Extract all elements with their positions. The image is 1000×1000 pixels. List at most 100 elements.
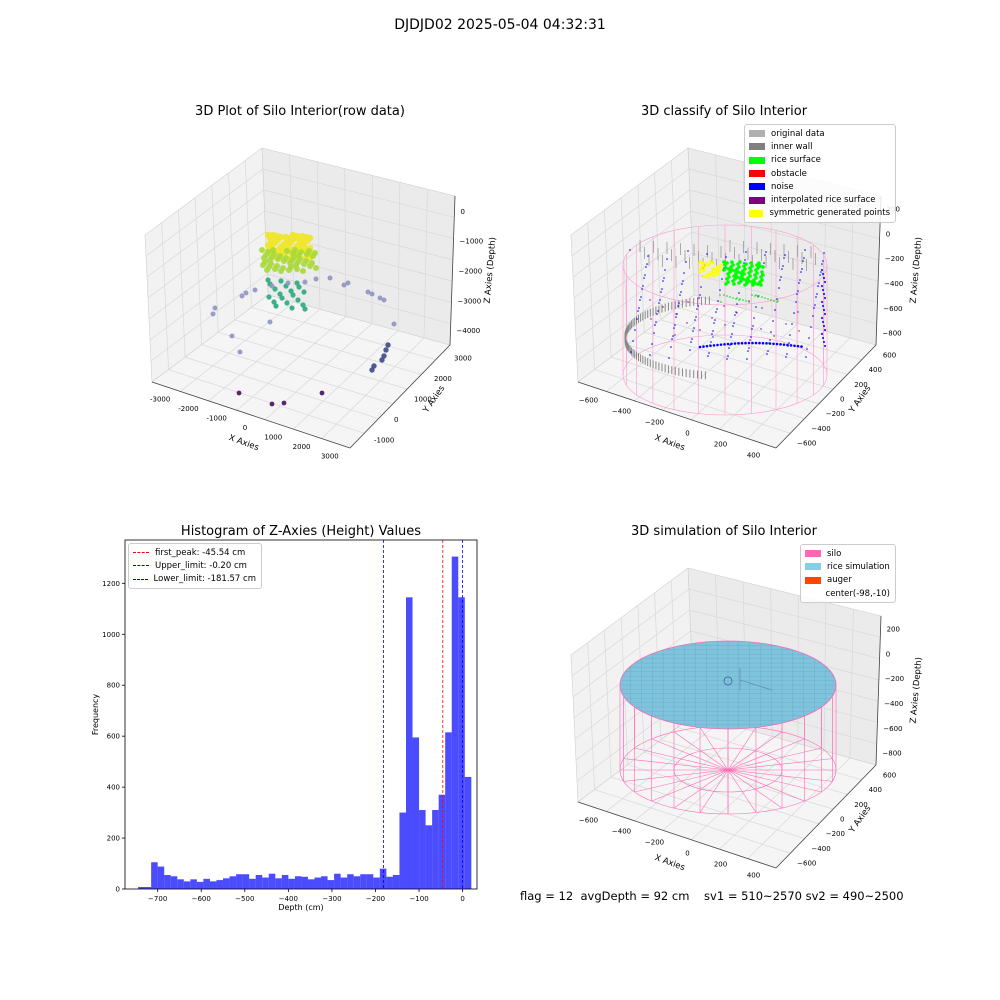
symmetric-point: [699, 267, 703, 271]
y-tick-label: 3000: [454, 354, 472, 362]
noise-point: [692, 330, 694, 332]
legend-item: inner wall: [749, 140, 890, 153]
noise-point: [824, 313, 826, 315]
data-point: [275, 256, 281, 262]
noise-point: [767, 350, 769, 352]
data-point: [281, 258, 287, 264]
noise-point: [734, 314, 736, 316]
noise-point: [804, 249, 806, 251]
histogram-bar: [294, 876, 302, 889]
symmetric-point: [709, 273, 713, 277]
noise-point: [776, 298, 778, 300]
data-point: [210, 311, 216, 317]
legend-swatch: [805, 590, 820, 597]
legend-label: inner wall: [771, 141, 813, 152]
noise-point: [632, 340, 634, 342]
grid-lines: [145, 154, 455, 439]
data-point: [288, 288, 294, 294]
noise-point: [725, 256, 727, 258]
rice-point: [754, 295, 756, 297]
noise-point: [689, 349, 691, 351]
z-tick-label: −4000: [457, 327, 481, 335]
noise-point: [671, 338, 673, 340]
interp-point: [761, 307, 763, 309]
legend-item: obstacle: [749, 167, 890, 180]
data-point: [290, 250, 296, 256]
interp-point: [687, 301, 689, 303]
noise-point: [696, 308, 698, 310]
histogram-bar: [373, 877, 380, 889]
rice-point: [730, 260, 734, 264]
noise-point: [697, 305, 699, 307]
axis-lines: [577, 615, 882, 869]
noise-point: [679, 294, 681, 296]
data-point: [377, 295, 383, 301]
classify-legend: original data inner wall rice surface obsta…: [744, 124, 896, 224]
z-tick-label: −400: [884, 700, 903, 708]
noise-point: [675, 316, 677, 318]
legend-swatch: [805, 576, 821, 584]
noise-point: [642, 285, 644, 287]
data-point: [296, 252, 302, 258]
rice-point: [767, 298, 769, 300]
noise-point: [789, 334, 791, 336]
y-tick-label: 600: [107, 733, 120, 741]
noise-point: [711, 333, 713, 335]
x-tick-label: -2000: [178, 405, 198, 413]
noise-point: [783, 257, 785, 259]
legend-label: noise: [771, 181, 794, 192]
legend-label: Lower_limit: -181.57 cm: [153, 574, 256, 585]
data-point: [267, 257, 273, 263]
histogram-bar: [327, 880, 335, 889]
z-tick-label: 0: [461, 208, 465, 216]
rice-point: [759, 283, 763, 287]
rice-point: [727, 275, 731, 279]
rice-point: [744, 262, 748, 266]
noise-point: [630, 351, 632, 353]
noise-point: [672, 335, 674, 337]
noise-point: [712, 344, 716, 347]
noise-point: [812, 315, 814, 317]
histogram-bar: [164, 874, 171, 889]
noise-point: [733, 322, 735, 324]
rice-point: [720, 301, 722, 303]
noise-point: [824, 281, 826, 283]
noise-point: [736, 303, 738, 305]
histogram-bar: [334, 873, 341, 889]
histogram-bar: [386, 876, 393, 889]
data-point: [313, 265, 319, 271]
histogram-bar: [353, 876, 361, 889]
data-point: [295, 297, 301, 303]
data-point: [243, 290, 249, 296]
symmetric-point: [702, 268, 706, 272]
data-point: [301, 261, 307, 267]
noise-point: [822, 260, 824, 262]
rice-point: [758, 295, 760, 297]
data-point: [383, 347, 389, 353]
legend-label: center(-98,-10): [825, 588, 890, 599]
histogram-legend: first_peak: -45.54 cm Upper_limit: -0.20 …: [128, 543, 262, 589]
data-point: [278, 268, 284, 274]
noise-point: [737, 342, 740, 345]
noise-point: [659, 299, 661, 301]
rice-point: [764, 297, 766, 299]
noise-point: [647, 255, 649, 257]
interp-point: [760, 328, 762, 330]
rice-point: [758, 264, 762, 268]
legend-label: obstacle: [771, 168, 807, 179]
histogram-bar: [190, 879, 197, 889]
rice-point: [748, 274, 752, 278]
histogram-bars: [138, 556, 472, 889]
inner-wall-points: [624, 240, 816, 380]
noise-point: [802, 260, 804, 262]
noise-point: [822, 273, 824, 275]
noise-point: [796, 344, 800, 348]
data-point: [273, 303, 279, 309]
x-tick-label: −500: [235, 895, 254, 903]
noise-point: [649, 354, 651, 356]
noise-point: [822, 305, 824, 307]
x-tick-label: −300: [322, 895, 341, 903]
data-point: [371, 363, 377, 369]
data-point: [264, 241, 272, 249]
